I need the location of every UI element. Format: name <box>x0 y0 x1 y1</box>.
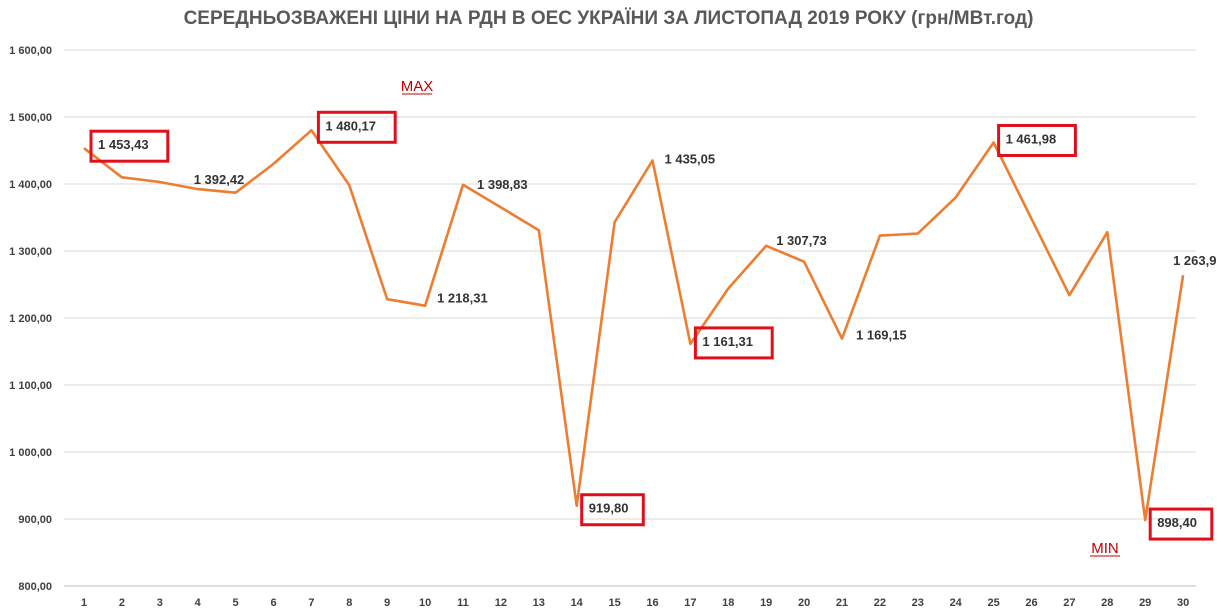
x-tick-label: 8 <box>346 597 352 609</box>
data-label: 1 392,42 <box>194 172 245 187</box>
chart-title: СЕРЕДНЬОЗВАЖЕНІ ЦІНИ НА РДН В ОЕС УКРАЇН… <box>183 8 1034 29</box>
data-label: 1 435,05 <box>665 152 716 167</box>
annotation-label: MIN <box>1091 540 1119 557</box>
y-tick-label: 1 200,00 <box>9 313 52 325</box>
y-tick-label: 1 100,00 <box>9 380 52 392</box>
x-tick-label: 11 <box>457 597 469 609</box>
x-tick-label: 16 <box>646 597 658 609</box>
x-tick-label: 7 <box>308 597 314 609</box>
x-tick-label: 26 <box>1025 597 1037 609</box>
y-tick-label: 800,00 <box>18 581 52 593</box>
y-tick-label: 1 000,00 <box>9 447 52 459</box>
x-tick-label: 2 <box>119 597 125 609</box>
data-label: 1 453,43 <box>98 137 149 152</box>
x-tick-label: 27 <box>1063 597 1075 609</box>
x-tick-label: 21 <box>836 597 848 609</box>
x-tick-label: 5 <box>233 597 239 609</box>
data-label: 1 307,73 <box>776 233 827 248</box>
x-tick-label: 1 <box>81 597 87 609</box>
data-label-box <box>997 123 1077 157</box>
x-tick-label: 25 <box>987 597 999 609</box>
annotation-label: MAX <box>401 78 434 95</box>
x-tick-label: 20 <box>798 597 810 609</box>
data-label: 1 161,31 <box>702 334 753 349</box>
data-label-box <box>693 326 774 360</box>
y-tick-label: 900,00 <box>18 514 52 526</box>
x-tick-label: 4 <box>195 597 202 609</box>
data-label: 1 263,90 <box>1173 253 1217 268</box>
data-label: 1 461,98 <box>1006 131 1057 146</box>
x-tick-label: 14 <box>571 597 584 609</box>
y-tick-label: 1 500,00 <box>9 112 52 124</box>
x-tick-label: 19 <box>760 597 772 609</box>
data-label: 1 218,31 <box>437 291 488 306</box>
data-label: 1 480,17 <box>325 118 376 133</box>
x-tick-label: 13 <box>533 597 545 609</box>
x-tick-label: 3 <box>157 597 163 609</box>
x-tick-label: 30 <box>1177 597 1189 609</box>
x-tick-label: 23 <box>912 597 924 609</box>
y-tick-label: 1 600,00 <box>9 45 52 57</box>
series-line <box>83 129 1185 522</box>
x-tick-label: 12 <box>495 597 507 609</box>
data-label: 1 169,15 <box>856 328 907 343</box>
y-tick-label: 1 400,00 <box>9 179 52 191</box>
data-label-box <box>316 110 397 144</box>
x-tick-label: 28 <box>1101 597 1113 609</box>
data-label-box <box>89 129 170 163</box>
x-tick-label: 29 <box>1139 597 1151 609</box>
data-label: 919,80 <box>589 501 629 516</box>
x-tick-label: 9 <box>384 597 390 609</box>
x-tick-label: 22 <box>874 597 886 609</box>
x-tick-label: 15 <box>608 597 620 609</box>
x-tick-label: 10 <box>419 597 431 609</box>
x-tick-label: 17 <box>684 597 696 609</box>
data-label-box <box>580 493 645 527</box>
data-label: 1 398,83 <box>477 177 528 192</box>
data-label: 898,40 <box>1157 515 1197 530</box>
y-tick-label: 1 300,00 <box>9 246 52 258</box>
x-tick-label: 24 <box>950 597 963 609</box>
x-tick-label: 6 <box>270 597 276 609</box>
data-label-box <box>1148 507 1214 541</box>
x-tick-label: 18 <box>722 597 734 609</box>
